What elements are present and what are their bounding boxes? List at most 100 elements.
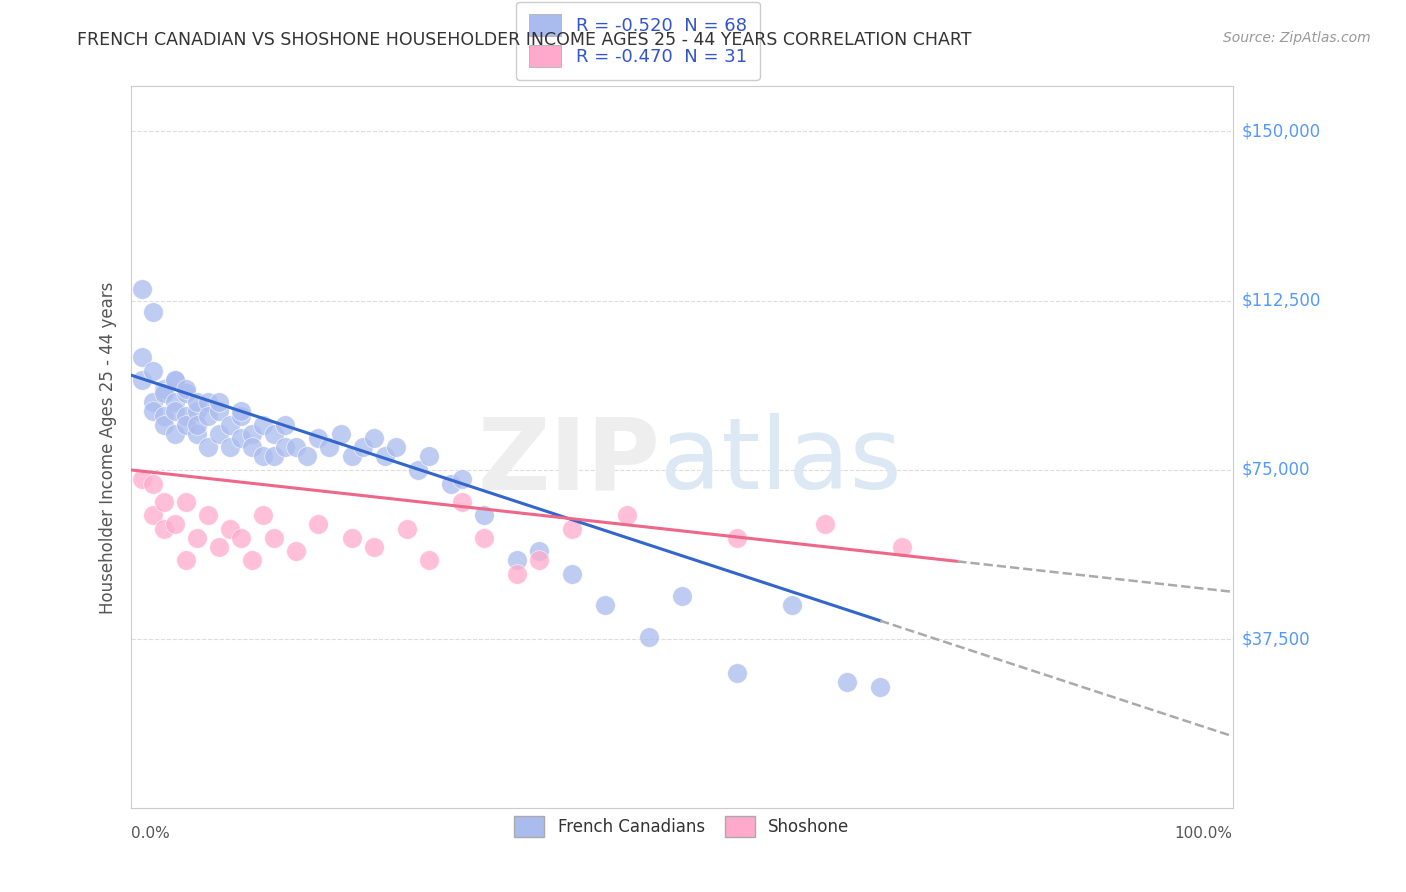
Point	[142, 404, 165, 418]
Point	[252, 417, 274, 432]
Point	[263, 426, 285, 441]
Point	[176, 494, 198, 508]
Point	[406, 463, 429, 477]
Point	[891, 540, 914, 554]
Text: $112,500: $112,500	[1241, 292, 1320, 310]
Point	[219, 417, 242, 432]
Point	[231, 404, 253, 418]
Point	[363, 431, 385, 445]
Point	[837, 675, 859, 690]
Text: Source: ZipAtlas.com: Source: ZipAtlas.com	[1223, 31, 1371, 45]
Text: $150,000: $150,000	[1241, 122, 1320, 141]
Point	[186, 417, 208, 432]
Point	[165, 395, 187, 409]
Point	[219, 441, 242, 455]
Point	[472, 531, 495, 545]
Point	[340, 450, 363, 464]
Point	[363, 540, 385, 554]
Point	[153, 494, 176, 508]
Point	[153, 386, 176, 401]
Point	[153, 382, 176, 396]
Point	[561, 522, 583, 536]
Point	[384, 441, 406, 455]
Point	[374, 450, 396, 464]
Point	[527, 544, 550, 558]
Point	[176, 382, 198, 396]
Point	[561, 566, 583, 581]
Point	[165, 404, 187, 418]
Point	[231, 409, 253, 423]
Point	[186, 531, 208, 545]
Point	[197, 409, 219, 423]
Point	[395, 522, 418, 536]
Text: atlas: atlas	[659, 413, 901, 510]
Point	[153, 522, 176, 536]
Point	[440, 476, 463, 491]
Point	[142, 305, 165, 319]
Point	[780, 599, 803, 613]
Point	[725, 531, 748, 545]
Point	[352, 441, 374, 455]
Text: FRENCH CANADIAN VS SHOSHONE HOUSEHOLDER INCOME AGES 25 - 44 YEARS CORRELATION CH: FRENCH CANADIAN VS SHOSHONE HOUSEHOLDER …	[77, 31, 972, 49]
Point	[472, 508, 495, 522]
Point	[527, 553, 550, 567]
Point	[725, 666, 748, 681]
Point	[231, 531, 253, 545]
Text: 100.0%: 100.0%	[1174, 827, 1233, 841]
Point	[593, 599, 616, 613]
Point	[297, 450, 319, 464]
Point	[153, 409, 176, 423]
Point	[142, 395, 165, 409]
Point	[869, 680, 891, 694]
Point	[131, 350, 153, 364]
Point	[616, 508, 638, 522]
Point	[219, 522, 242, 536]
Point	[252, 508, 274, 522]
Point	[208, 426, 231, 441]
Point	[186, 426, 208, 441]
Point	[329, 426, 352, 441]
Point	[176, 553, 198, 567]
Point	[274, 417, 297, 432]
Point	[506, 566, 529, 581]
Point	[197, 441, 219, 455]
Point	[142, 476, 165, 491]
Point	[197, 508, 219, 522]
Point	[186, 395, 208, 409]
Point	[263, 531, 285, 545]
Point	[142, 508, 165, 522]
Point	[186, 404, 208, 418]
Point	[131, 373, 153, 387]
Point	[131, 472, 153, 486]
Point	[165, 373, 187, 387]
Point	[176, 386, 198, 401]
Point	[242, 441, 264, 455]
Point	[208, 404, 231, 418]
Point	[231, 431, 253, 445]
Point	[208, 540, 231, 554]
Point	[165, 426, 187, 441]
Text: ZIP: ZIP	[477, 413, 659, 510]
Text: $75,000: $75,000	[1241, 461, 1310, 479]
Point	[142, 364, 165, 378]
Point	[197, 395, 219, 409]
Point	[176, 417, 198, 432]
Point	[308, 431, 330, 445]
Point	[176, 409, 198, 423]
Point	[506, 553, 529, 567]
Point	[131, 282, 153, 296]
Point	[252, 450, 274, 464]
Point	[285, 441, 308, 455]
Y-axis label: Householder Income Ages 25 - 44 years: Householder Income Ages 25 - 44 years	[100, 281, 117, 614]
Point	[638, 630, 661, 644]
Point	[308, 517, 330, 532]
Point	[418, 553, 440, 567]
Point	[418, 450, 440, 464]
Point	[165, 517, 187, 532]
Point	[263, 450, 285, 464]
Point	[165, 373, 187, 387]
Text: $37,500: $37,500	[1241, 631, 1310, 648]
Point	[242, 553, 264, 567]
Point	[814, 517, 837, 532]
Point	[340, 531, 363, 545]
